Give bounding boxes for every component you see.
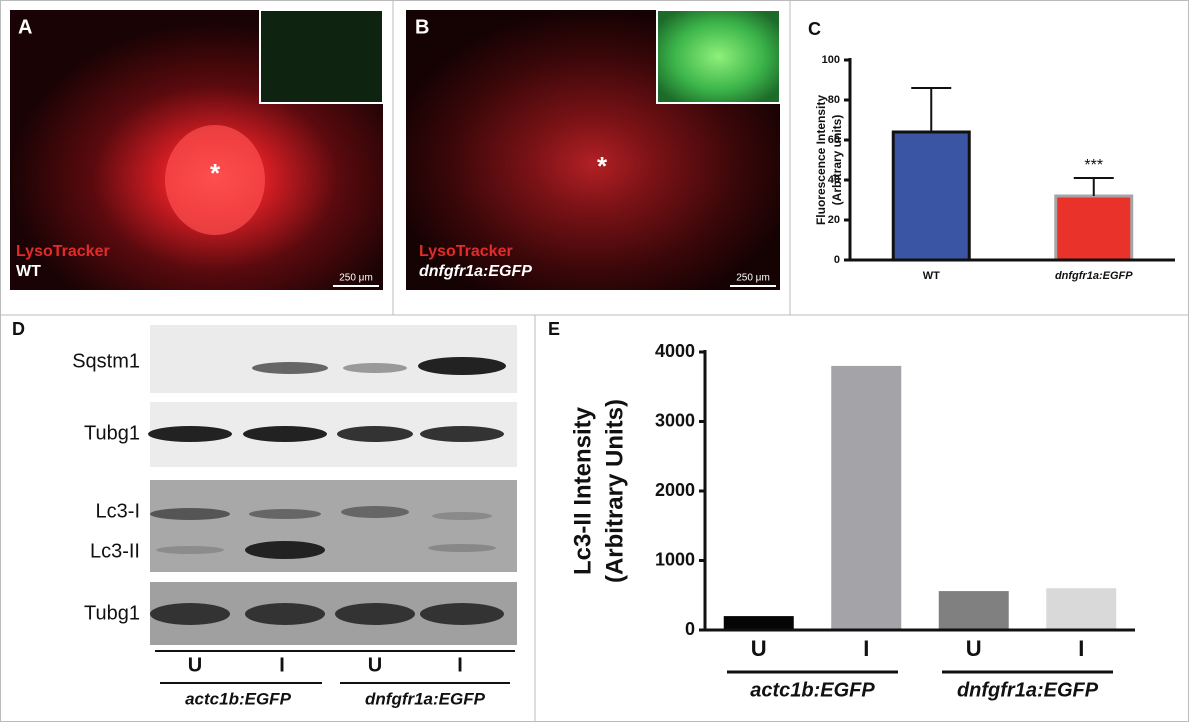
group-label: dnfgfr1a:EGFP: [957, 679, 1099, 701]
genotype-label: dnfgfr1a:EGFP: [419, 263, 532, 280]
y-axis-label: (Arbitrary Units): [601, 399, 628, 583]
group-label: dnfgfr1a:EGFP: [365, 689, 486, 708]
y-axis-label: Fluorescence Intensity: [814, 95, 828, 225]
blot-label: Lc3-I: [96, 500, 140, 522]
inset: [259, 9, 384, 104]
bar: [1046, 588, 1117, 630]
group-label: actc1b:EGFP: [750, 679, 875, 701]
bar: [831, 365, 902, 630]
x-tick-label: dnfgfr1a:EGFP: [1055, 270, 1133, 282]
stain-label: LysoTracker: [16, 243, 110, 260]
y-tick-label: 1000: [655, 549, 695, 569]
group-label: actc1b:EGFP: [185, 689, 291, 708]
bar: [891, 130, 971, 262]
blot-label: Sqstm1: [72, 350, 140, 372]
blot-label: Lc3-II: [90, 540, 140, 562]
x-tick-label: WT: [923, 270, 940, 282]
blot-label: Tubg1: [84, 602, 140, 624]
x-tick-label: U: [751, 636, 767, 661]
marker: *: [597, 151, 608, 181]
y-tick-label: 20: [828, 214, 840, 226]
bar: [1054, 194, 1134, 262]
bands: [148, 357, 506, 625]
panel-label: B: [415, 16, 429, 38]
y-tick-label: 60: [828, 134, 840, 146]
lane-label: U: [368, 654, 382, 676]
genotype-label: WT: [16, 263, 41, 280]
bar: [723, 616, 794, 630]
lane-label: I: [457, 654, 463, 676]
y-axis-label: (Arbitrary units): [830, 115, 844, 206]
lane-label: I: [279, 654, 285, 676]
panel-label: D: [12, 319, 25, 339]
x-tick-label: U: [966, 636, 982, 661]
y-tick-label: 100: [822, 54, 840, 66]
blot-label: Tubg1: [84, 422, 140, 444]
x-tick-label: I: [1078, 636, 1084, 661]
blot: [150, 480, 517, 572]
y-axis-label: Lc3-II Intensity: [569, 406, 596, 575]
bar: [938, 591, 1009, 630]
y-tick-label: 3000: [655, 410, 695, 430]
y-tick-label: 4000: [655, 341, 695, 361]
panel-label: E: [548, 319, 560, 339]
scale-label: 250 μm: [339, 273, 373, 284]
panel-label: A: [18, 16, 32, 38]
signal: [165, 125, 265, 235]
y-tick-label: 80: [828, 94, 840, 106]
annotation: ***: [1084, 157, 1103, 174]
panel-label: C: [808, 19, 821, 39]
y-tick-label: 2000: [655, 480, 695, 500]
stain-label: LysoTracker: [419, 243, 513, 260]
marker: *: [210, 158, 221, 188]
y-tick-label: 40: [828, 174, 840, 186]
scale-label: 250 μm: [736, 273, 770, 284]
y-tick-label: 0: [685, 619, 695, 639]
x-tick-label: I: [863, 636, 869, 661]
inset: [656, 9, 781, 104]
y-tick-label: 0: [834, 254, 840, 266]
lane-label: U: [188, 654, 202, 676]
